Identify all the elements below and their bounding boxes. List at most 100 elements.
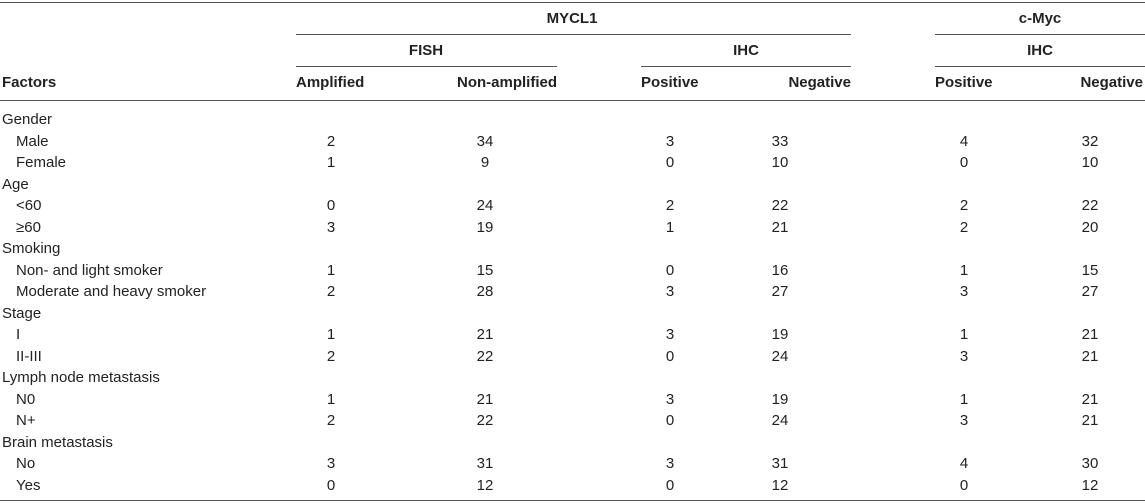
table-cell: 1 [326,261,336,279]
table-cell: 1 [326,390,336,408]
table-cell: 15 [476,261,494,279]
table-cell: 21 [771,218,789,236]
table-cell: 21 [1081,326,1099,343]
table-cell: 2 [959,197,969,214]
table-cell: 34 [476,132,494,150]
header-fish: FISH [408,42,444,59]
table-cell: 31 [771,455,789,472]
mycl1-rule [296,34,851,35]
table-cell: 28 [476,283,494,300]
table-cell: 20 [1081,218,1099,236]
table-cell: 2 [959,218,969,236]
table-cell: 21 [1081,412,1099,429]
table-cell: 22 [476,412,494,429]
table-cell: 30 [1081,455,1099,472]
table-cell: 0 [326,476,336,494]
row-label: N+ [16,412,36,429]
table-cell: 19 [476,218,494,236]
table-cell: 21 [476,390,494,408]
table-cell: 2 [665,197,675,214]
header-bottom-rule [0,100,1145,101]
table-cell: 1 [665,218,675,236]
header-cmyc: c-Myc [1018,10,1062,27]
header-col-negative-mycl1: Negative [788,74,851,91]
table-cell: 27 [771,283,789,300]
row-label: ≥60 [16,218,41,236]
table-cell: 3 [665,455,675,472]
table-cell: 2 [326,347,336,365]
table-cell: 0 [665,476,675,494]
table-cell: 19 [771,390,789,408]
table-cell: 0 [326,197,336,214]
row-label: Non- and light smoker [16,261,163,279]
table-cell: 0 [959,476,969,494]
ihc-cmyc-rule [935,66,1145,67]
table-cell: 3 [326,218,336,236]
table-cell: 2 [326,132,336,150]
table-cell: 1 [326,154,336,171]
category-label: Age [2,175,29,193]
table-cell: 4 [959,455,969,472]
table-cell: 1 [959,390,969,408]
table-cell: 0 [665,154,675,171]
table-cell: 3 [665,132,675,150]
cmyc-rule [935,34,1145,35]
table-cell: 0 [665,412,675,429]
table-cell: 3 [959,347,969,365]
header-ihc-cmyc: IHC [1027,42,1053,59]
category-label: Brain metastasis [2,433,113,451]
table-cell: 19 [771,326,789,343]
table-cell: 3 [959,283,969,300]
header-ihc-mycl1: IHC [733,42,759,59]
table-cell: 1 [326,326,336,343]
table-cell: 21 [1081,347,1099,365]
header-col-non-amplified: Non-amplified [457,74,557,91]
table-cell: 3 [665,326,675,343]
table-cell: 16 [771,261,789,279]
table-cell: 24 [771,412,789,429]
header-factors: Factors [2,74,57,91]
table-cell: 12 [771,476,789,494]
row-label: No [16,455,36,472]
table-cell: 22 [1081,197,1099,214]
row-label: Moderate and heavy smoker [16,283,207,300]
table-cell: 12 [1081,476,1099,494]
table-cell: 27 [1081,283,1099,300]
table-cell: 10 [1081,154,1099,171]
header-col-amplified: Amplified [296,74,365,91]
bottom-rule [0,500,1145,501]
table-cell: 0 [959,154,969,171]
table-cell: 0 [665,261,675,279]
table-cell: 3 [665,283,675,300]
category-label: Stage [2,304,42,322]
table-cell: 10 [771,154,789,171]
table-cell: 21 [476,326,494,343]
table-cell: 24 [476,197,494,214]
header-col-positive-mycl1: Positive [641,74,699,91]
table-cell: 1 [959,261,969,279]
table-cell: 0 [665,347,675,365]
table-cell: 3 [959,412,969,429]
table-cell: 3 [326,455,336,472]
table-cell: 4 [959,132,969,150]
category-label: Lymph node metastasis [2,369,160,386]
row-label: N0 [16,390,36,408]
row-label: Female [16,154,67,171]
table-cell: 2 [326,412,336,429]
row-label: II-III [16,347,42,365]
table-cell: 3 [665,390,675,408]
table-cell: 31 [476,455,494,472]
fish-rule [296,66,557,67]
row-label: Yes [16,476,41,494]
header-mycl1: MYCL1 [546,10,598,27]
table-cell: 2 [326,283,336,300]
table-cell: 15 [1081,261,1099,279]
table-cell: 24 [771,347,789,365]
table-cell: 12 [476,476,494,494]
table-cell: 33 [771,132,789,150]
table-cell: 22 [476,347,494,365]
table-cell: 32 [1081,132,1099,150]
top-rule [0,2,1145,3]
category-label: Gender [2,111,53,128]
